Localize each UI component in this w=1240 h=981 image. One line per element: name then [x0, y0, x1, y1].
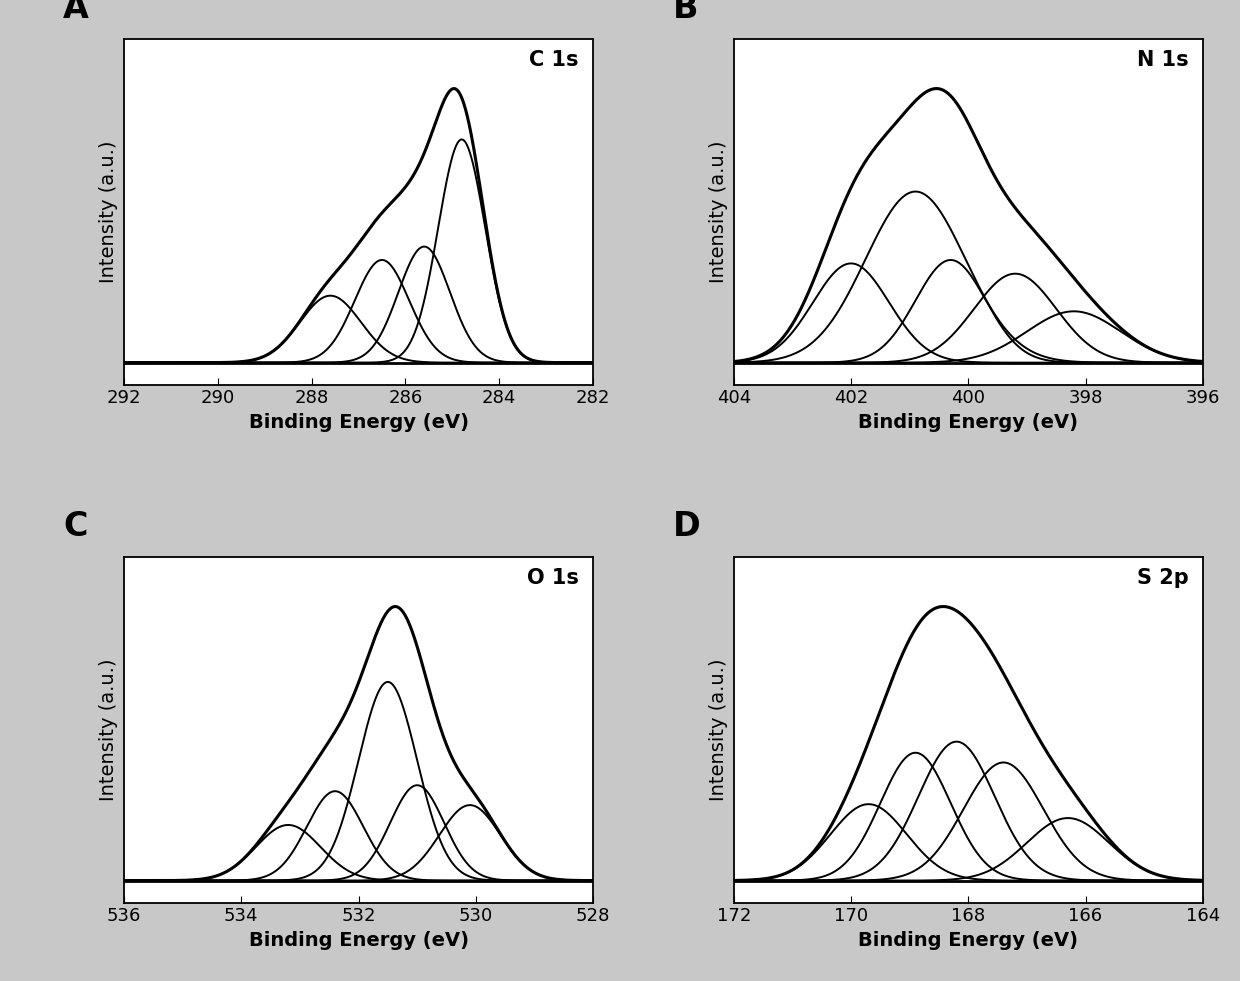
X-axis label: Binding Energy (eV): Binding Energy (eV) [248, 413, 469, 432]
Text: C 1s: C 1s [529, 50, 579, 70]
X-axis label: Binding Energy (eV): Binding Energy (eV) [248, 931, 469, 950]
Text: N 1s: N 1s [1137, 50, 1189, 70]
Text: O 1s: O 1s [527, 568, 579, 588]
Text: C: C [63, 510, 88, 543]
Text: B: B [673, 0, 698, 26]
Y-axis label: Intensity (a.u.): Intensity (a.u.) [99, 658, 119, 801]
Y-axis label: Intensity (a.u.): Intensity (a.u.) [709, 140, 728, 284]
Text: S 2p: S 2p [1137, 568, 1189, 588]
Y-axis label: Intensity (a.u.): Intensity (a.u.) [709, 658, 728, 801]
X-axis label: Binding Energy (eV): Binding Energy (eV) [858, 413, 1079, 432]
Text: A: A [63, 0, 89, 26]
Text: D: D [673, 510, 701, 543]
X-axis label: Binding Energy (eV): Binding Energy (eV) [858, 931, 1079, 950]
Y-axis label: Intensity (a.u.): Intensity (a.u.) [99, 140, 119, 284]
